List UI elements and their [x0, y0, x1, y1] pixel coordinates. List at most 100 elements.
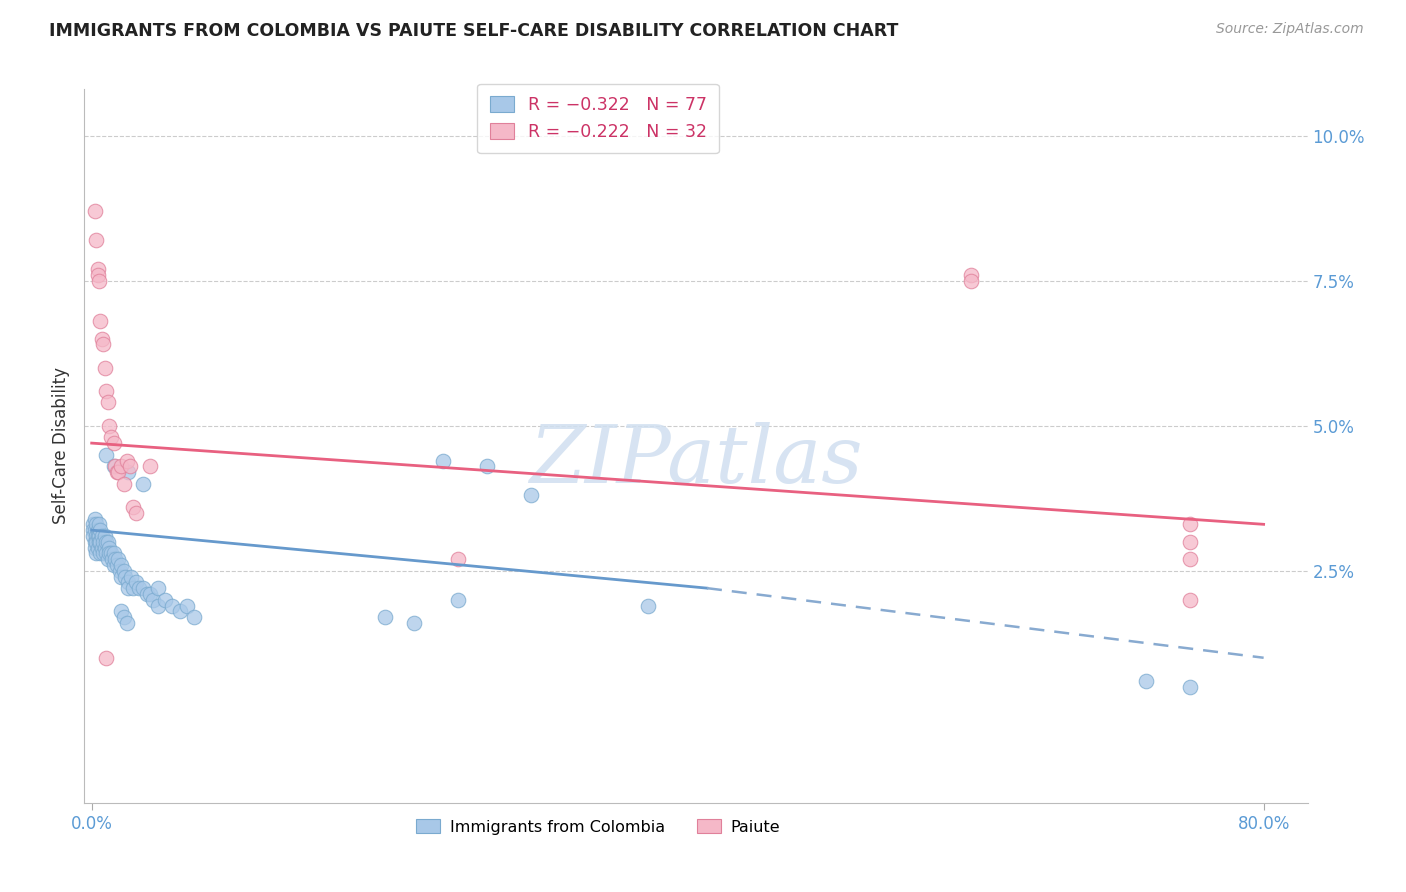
Point [1180, 534, 1202, 549]
Point [112, 564, 135, 578]
Point [110, 569, 132, 583]
Point [86, 268, 108, 282]
Point [132, 476, 155, 491]
Point [105, 558, 128, 572]
Point [100, 546, 122, 560]
Point [87, 517, 110, 532]
Text: Source: ZipAtlas.com: Source: ZipAtlas.com [1216, 22, 1364, 37]
Point [96, 534, 118, 549]
Point [117, 575, 139, 590]
Point [86, 262, 108, 277]
Point [103, 558, 125, 572]
Text: IMMIGRANTS FROM COLOMBIA VS PAIUTE SELF-CARE DISABILITY CORRELATION CHART: IMMIGRANTS FROM COLOMBIA VS PAIUTE SELF-… [49, 22, 898, 40]
Point [97, 534, 120, 549]
Point [124, 506, 146, 520]
Point [169, 604, 191, 618]
Point [121, 500, 143, 514]
Point [93, 546, 115, 560]
Point [105, 465, 128, 479]
Point [115, 453, 138, 467]
Point [93, 337, 115, 351]
Point [83, 204, 105, 219]
Point [136, 587, 159, 601]
Point [96, 650, 118, 665]
Point [121, 581, 143, 595]
Point [83, 541, 105, 555]
Point [117, 581, 139, 595]
Point [100, 430, 122, 444]
Point [93, 534, 115, 549]
Legend: Immigrants from Colombia, Paiute: Immigrants from Colombia, Paiute [409, 813, 786, 841]
Point [146, 599, 169, 613]
Point [96, 546, 118, 560]
Y-axis label: Self-Care Disability: Self-Care Disability [52, 368, 70, 524]
Point [162, 599, 184, 613]
Point [142, 592, 165, 607]
Point [86, 529, 108, 543]
Point [115, 615, 138, 630]
Point [87, 274, 110, 288]
Point [110, 604, 132, 618]
Point [86, 541, 108, 555]
Point [96, 384, 118, 398]
Point [83, 523, 105, 537]
Point [107, 465, 129, 479]
Point [91, 332, 114, 346]
Point [402, 615, 425, 630]
Point [153, 592, 176, 607]
Point [1135, 673, 1157, 688]
Point [107, 552, 129, 566]
Point [176, 599, 198, 613]
Point [82, 523, 104, 537]
Point [520, 488, 543, 502]
Point [132, 581, 155, 595]
Point [86, 523, 108, 537]
Point [374, 610, 396, 624]
Point [183, 610, 205, 624]
Point [87, 534, 110, 549]
Point [103, 459, 125, 474]
Point [97, 552, 120, 566]
Point [139, 587, 162, 601]
Point [89, 546, 111, 560]
Point [1180, 552, 1202, 566]
Point [87, 529, 110, 543]
Point [91, 541, 114, 555]
Point [98, 546, 121, 560]
Point [112, 610, 135, 624]
Point [91, 529, 114, 543]
Point [108, 564, 131, 578]
Point [124, 575, 146, 590]
Point [637, 599, 659, 613]
Point [82, 529, 104, 543]
Point [83, 511, 105, 525]
Point [1180, 592, 1202, 607]
Point [89, 534, 111, 549]
Point [84, 233, 107, 247]
Point [96, 448, 118, 462]
Point [1180, 680, 1202, 694]
Point [146, 581, 169, 595]
Point [110, 558, 132, 572]
Point [117, 465, 139, 479]
Point [104, 552, 127, 566]
Point [97, 395, 120, 409]
Point [94, 360, 117, 375]
Point [114, 569, 136, 583]
Point [1180, 517, 1202, 532]
Point [103, 546, 125, 560]
Point [98, 418, 121, 433]
Point [447, 592, 470, 607]
Point [94, 529, 117, 543]
Point [101, 552, 124, 566]
Point [84, 529, 107, 543]
Point [112, 476, 135, 491]
Point [118, 459, 141, 474]
Point [89, 523, 111, 537]
Point [103, 436, 125, 450]
Point [83, 534, 105, 549]
Point [447, 552, 470, 566]
Point [120, 569, 142, 583]
Point [98, 541, 121, 555]
Point [959, 274, 981, 288]
